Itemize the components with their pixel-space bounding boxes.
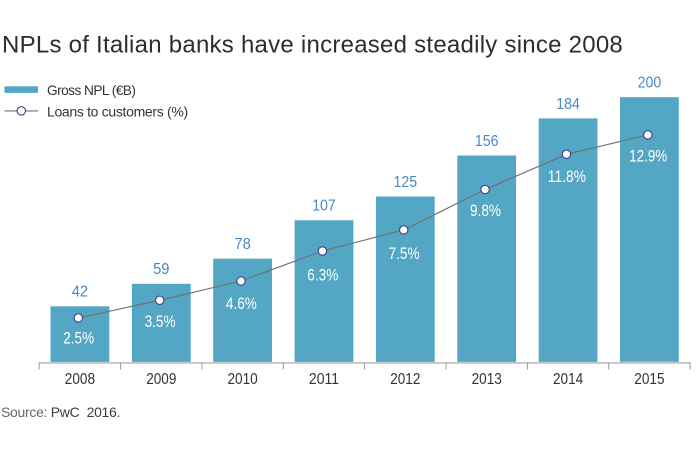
svg-text:2012: 2012 [390, 371, 420, 388]
svg-text:156: 156 [475, 133, 499, 150]
svg-text:NPLs of Italian banks have inc: NPLs of Italian banks have increased ste… [2, 32, 623, 59]
svg-text:2010: 2010 [228, 371, 258, 388]
svg-text:Gross NPL (€B): Gross NPL (€B) [47, 83, 135, 98]
svg-text:7.5%: 7.5% [389, 245, 420, 263]
svg-text:42: 42 [72, 284, 88, 301]
svg-text:59: 59 [153, 261, 169, 278]
svg-text:11.8%: 11.8% [548, 168, 586, 186]
svg-text:2009: 2009 [146, 371, 176, 388]
svg-text:78: 78 [234, 236, 250, 253]
svg-text:2013: 2013 [472, 371, 502, 388]
svg-text:3.5%: 3.5% [145, 313, 176, 331]
svg-text:2014: 2014 [553, 371, 583, 388]
svg-text:2.5%: 2.5% [63, 329, 94, 347]
svg-text:2008: 2008 [65, 371, 95, 388]
svg-text:9.8%: 9.8% [470, 202, 501, 220]
svg-text:125: 125 [394, 174, 418, 191]
svg-text:2011: 2011 [309, 371, 339, 388]
svg-text:Loans to customers (%): Loans to customers (%) [47, 103, 188, 119]
svg-text:200: 200 [638, 75, 662, 92]
svg-text:2015: 2015 [634, 371, 664, 388]
svg-text:12.9%: 12.9% [629, 148, 667, 166]
svg-text:107: 107 [312, 198, 336, 215]
svg-text:Source: PwC 2016.: Source: PwC 2016. [1, 404, 120, 420]
svg-text:6.3%: 6.3% [307, 267, 338, 285]
svg-text:184: 184 [556, 96, 580, 113]
svg-text:4.6%: 4.6% [226, 295, 257, 313]
